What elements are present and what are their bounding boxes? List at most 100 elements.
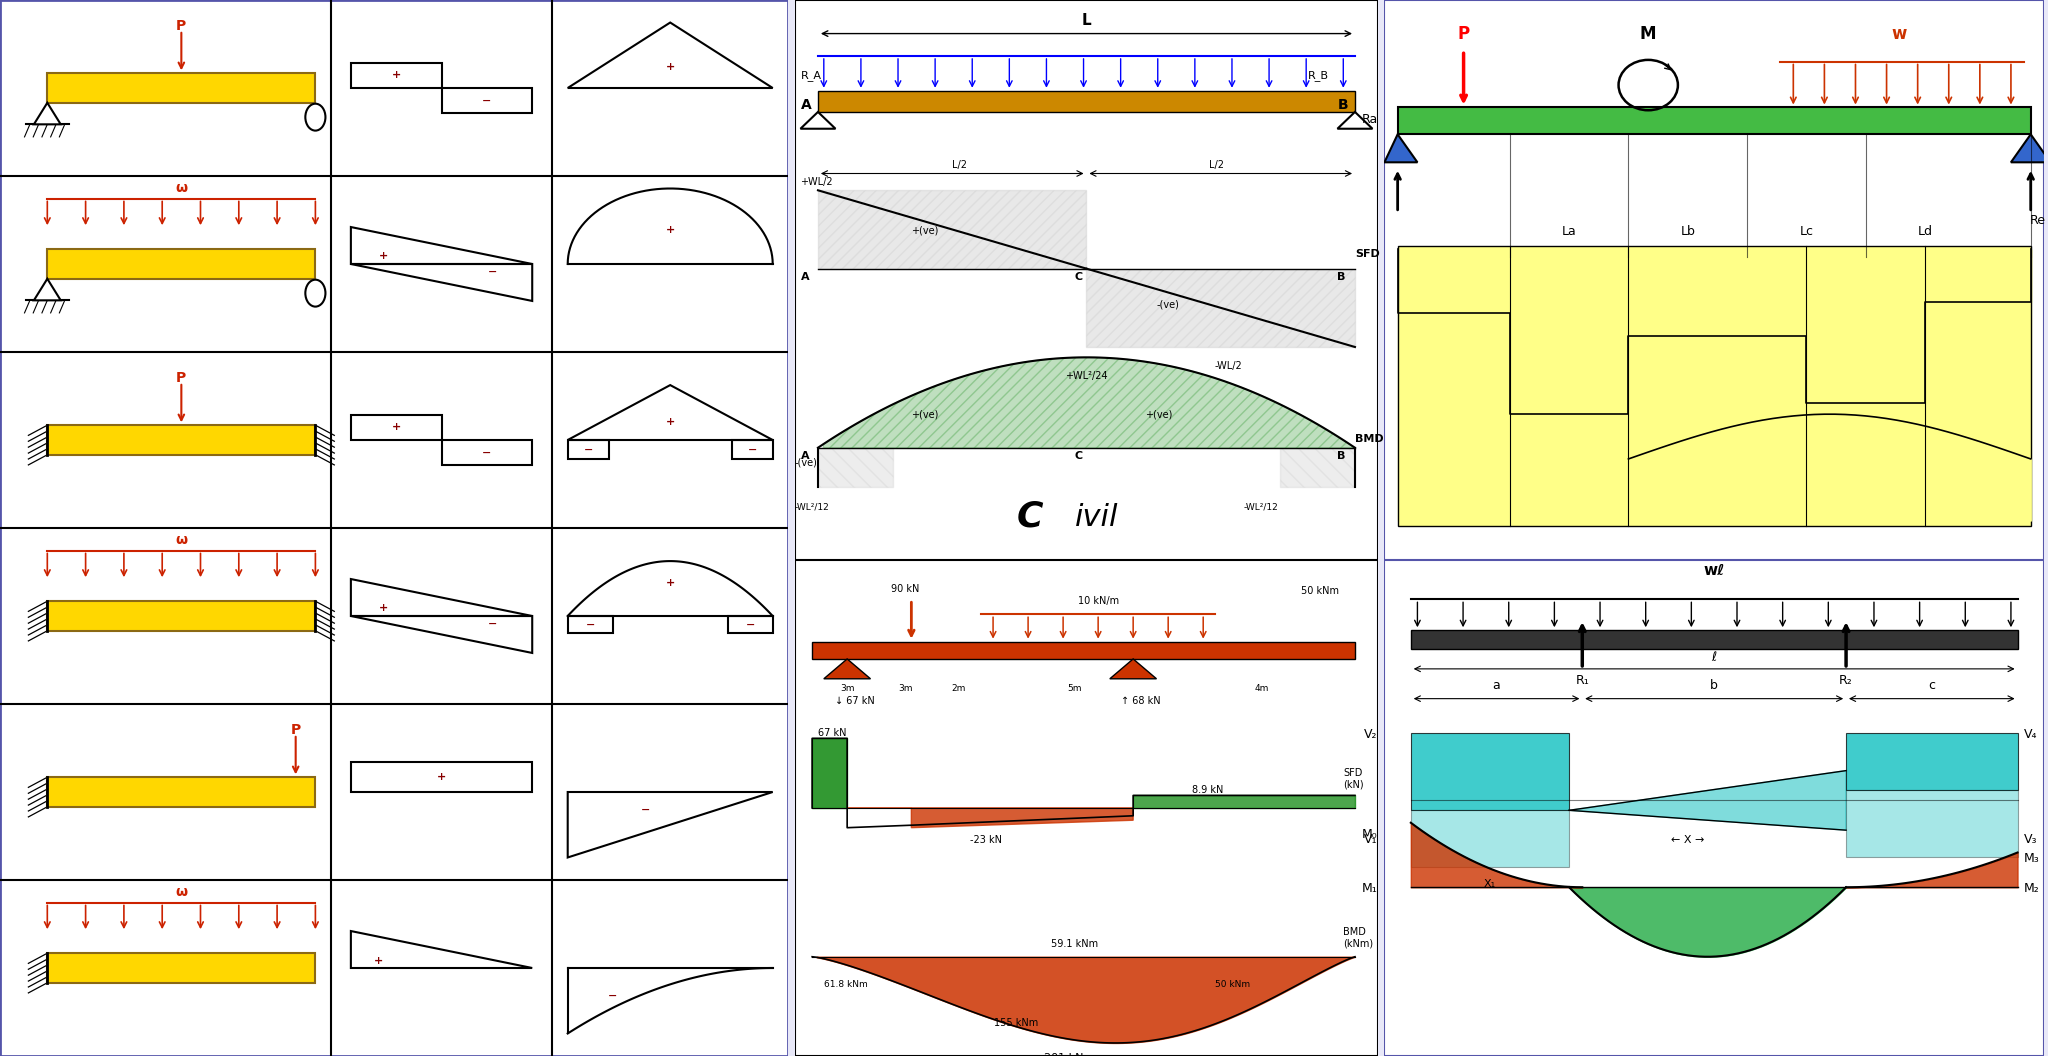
Text: +: +: [391, 71, 401, 80]
Text: -WL²/12: -WL²/12: [795, 503, 829, 511]
Text: −: −: [748, 445, 758, 454]
FancyBboxPatch shape: [47, 426, 315, 455]
Text: M₂: M₂: [2023, 882, 2040, 895]
Text: 2m: 2m: [950, 684, 965, 693]
FancyBboxPatch shape: [47, 777, 315, 807]
Text: P: P: [1458, 25, 1470, 43]
FancyBboxPatch shape: [795, 0, 1378, 560]
Text: A: A: [801, 451, 809, 460]
Text: 90 kN: 90 kN: [891, 584, 920, 593]
Text: +: +: [373, 957, 383, 966]
Text: wℓ: wℓ: [1704, 563, 1724, 578]
FancyBboxPatch shape: [1845, 791, 2017, 857]
Text: SFD
(kN): SFD (kN): [1343, 769, 1364, 790]
Text: 67 kN: 67 kN: [817, 728, 846, 738]
Polygon shape: [813, 738, 848, 808]
Text: Lb: Lb: [1679, 225, 1696, 238]
Text: ↑ 68 kN: ↑ 68 kN: [1122, 696, 1161, 705]
Text: V₃: V₃: [2023, 832, 2038, 846]
Text: ω: ω: [176, 885, 188, 900]
Text: R_B: R_B: [1309, 71, 1329, 81]
Text: 8.9 kN: 8.9 kN: [1192, 785, 1223, 795]
Text: ivil: ivil: [1075, 503, 1118, 532]
Text: −: −: [745, 620, 756, 629]
Text: 155 kNm: 155 kNm: [993, 1018, 1038, 1029]
Text: −: −: [481, 448, 492, 457]
Text: −: −: [608, 991, 618, 1000]
Text: C: C: [1075, 451, 1083, 460]
Text: +: +: [391, 422, 401, 432]
Text: P: P: [176, 371, 186, 385]
FancyBboxPatch shape: [47, 73, 315, 102]
Text: −: −: [586, 620, 594, 629]
FancyBboxPatch shape: [47, 601, 315, 630]
Text: X₁: X₁: [1485, 880, 1495, 889]
FancyBboxPatch shape: [1384, 560, 2044, 1056]
FancyBboxPatch shape: [1411, 630, 2017, 649]
Polygon shape: [817, 190, 1085, 268]
Text: ← X →: ← X →: [1671, 834, 1704, 845]
Text: M: M: [1640, 25, 1657, 43]
Text: P: P: [291, 723, 301, 737]
Text: -WL²/12: -WL²/12: [1243, 503, 1278, 511]
Polygon shape: [1569, 771, 1845, 830]
Polygon shape: [823, 659, 870, 679]
Polygon shape: [817, 448, 893, 487]
Text: w: w: [1890, 25, 1907, 43]
Text: +: +: [666, 417, 676, 428]
Text: BMD: BMD: [1356, 434, 1384, 445]
Text: 59.1 kNm: 59.1 kNm: [1051, 939, 1098, 948]
FancyBboxPatch shape: [813, 642, 1356, 659]
Text: ω: ω: [176, 182, 188, 195]
Text: La: La: [1563, 225, 1577, 238]
Text: 50 kNm: 50 kNm: [1300, 586, 1339, 597]
Text: −: −: [487, 267, 498, 277]
Text: R₁: R₁: [1575, 674, 1589, 686]
Text: C: C: [1016, 499, 1042, 533]
Text: +: +: [666, 62, 676, 72]
Polygon shape: [1280, 448, 1356, 487]
Text: 3m: 3m: [840, 684, 854, 693]
Text: +WL²/24: +WL²/24: [1065, 371, 1108, 380]
FancyBboxPatch shape: [0, 0, 788, 1056]
FancyBboxPatch shape: [1411, 810, 1569, 867]
Polygon shape: [2011, 134, 2048, 163]
Text: V₁: V₁: [1364, 832, 1378, 846]
Polygon shape: [1337, 112, 1372, 129]
Text: L/2: L/2: [952, 159, 967, 170]
Text: ω: ω: [176, 533, 188, 547]
FancyBboxPatch shape: [1397, 246, 2032, 526]
FancyBboxPatch shape: [817, 91, 1356, 112]
Polygon shape: [1085, 268, 1356, 347]
Text: Ld: Ld: [1917, 225, 1933, 238]
Text: R₂: R₂: [1839, 674, 1853, 686]
Text: -WL/2: -WL/2: [1214, 361, 1243, 372]
Text: -23 kN: -23 kN: [971, 834, 1001, 845]
Text: L/2: L/2: [1208, 159, 1225, 170]
Text: -(ve): -(ve): [795, 457, 817, 468]
Text: V₂: V₂: [1364, 729, 1378, 741]
Text: +: +: [379, 603, 389, 612]
Text: BMD
(kNm): BMD (kNm): [1343, 927, 1374, 948]
Text: c: c: [1929, 679, 1935, 692]
Text: −: −: [584, 445, 592, 454]
Text: a: a: [1493, 679, 1501, 692]
Text: B: B: [1337, 98, 1348, 112]
Text: +: +: [666, 578, 676, 588]
Polygon shape: [1384, 134, 1417, 163]
Text: ℓ: ℓ: [1712, 652, 1716, 664]
Text: M₁: M₁: [1362, 882, 1378, 895]
Text: A: A: [801, 98, 811, 112]
Text: +(ve): +(ve): [911, 410, 938, 420]
Text: +(ve): +(ve): [911, 225, 938, 235]
Text: 61.8 kNm: 61.8 kNm: [823, 980, 868, 988]
FancyBboxPatch shape: [47, 954, 315, 983]
Text: -(ve): -(ve): [1157, 300, 1180, 309]
Polygon shape: [1133, 795, 1356, 808]
Text: Ra: Ra: [1362, 113, 1378, 126]
Text: +(ve): +(ve): [1145, 410, 1171, 420]
Polygon shape: [1397, 249, 2032, 521]
Text: −: −: [481, 96, 492, 106]
Text: 4m: 4m: [1253, 684, 1270, 693]
Polygon shape: [1110, 659, 1157, 679]
